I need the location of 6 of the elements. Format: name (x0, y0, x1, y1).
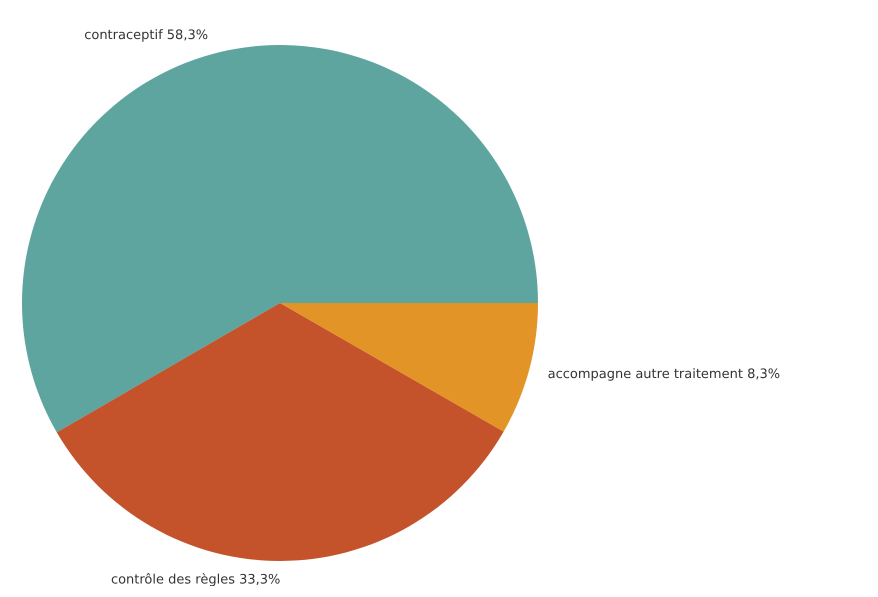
pie-slice (280, 303, 538, 432)
pie-slice (56, 303, 504, 561)
pie-slice (22, 45, 538, 432)
slice-label: contraceptif 58,3% (84, 28, 208, 43)
slice-label: contrôle des règles 33,3% (110, 572, 280, 588)
slice-label: accompagne autre traitement 8,3% (548, 366, 780, 382)
